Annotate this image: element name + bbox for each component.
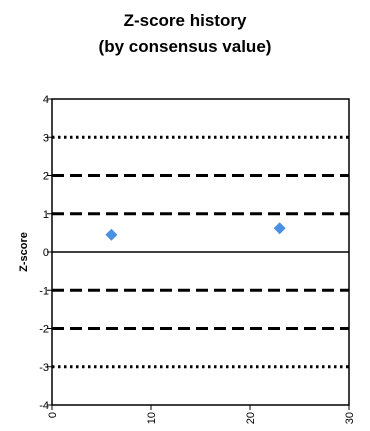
y-tick-label: 3 [43,132,49,144]
y-tick-label: 1 [43,209,49,221]
x-tick-label: 30 [344,412,356,424]
x-tick-label: 20 [245,412,257,424]
y-axis-title: Z-score [18,232,30,272]
data-points [105,222,286,241]
y-tick-label: 2 [43,171,49,183]
x-tick-label: 0 [47,412,59,418]
chart-subtitle: (by consensus value) [98,37,272,56]
x-axis-ticks: 0 10 20 30 [47,405,356,424]
x-tick-label: 10 [146,412,158,424]
y-tick-label: 0 [43,247,49,259]
data-point [273,222,286,235]
y-axis-ticks: -4 -3 -2 -1 0 1 2 3 4 [39,94,52,412]
data-point [105,228,118,241]
y-tick-label: -1 [39,285,49,297]
y-tick-label: -2 [39,324,49,336]
chart-title: Z-score history [123,11,247,30]
reference-lines [52,135,349,369]
y-tick-label: -4 [39,400,49,412]
y-tick-label: -3 [39,362,49,374]
chart-titles: Z-score history (by consensus value) [0,8,370,60]
y-tick-label: 4 [43,94,49,106]
